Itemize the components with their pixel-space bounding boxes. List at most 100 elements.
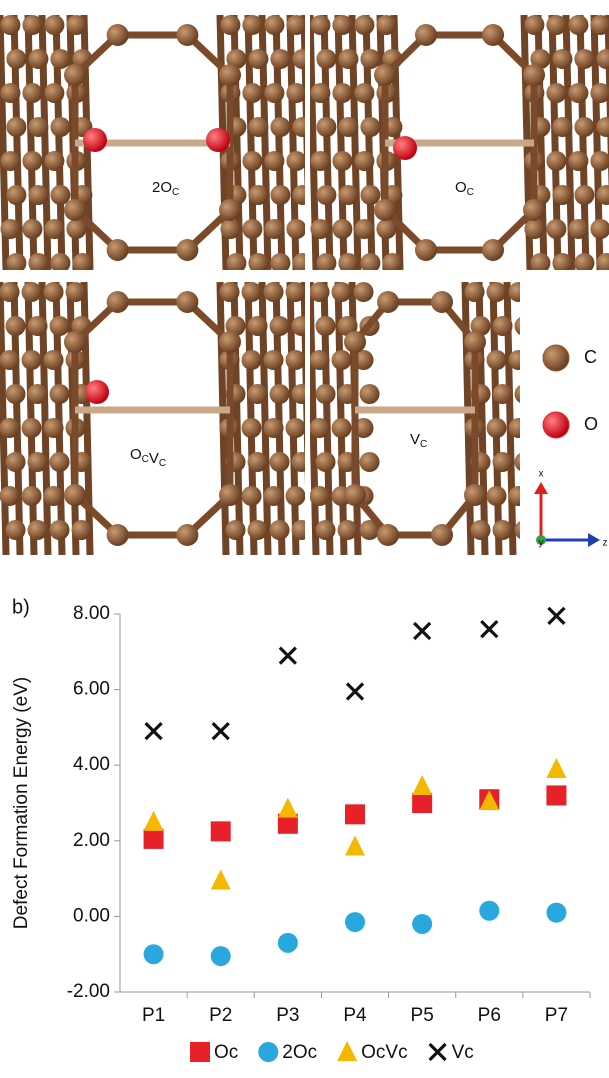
carbon-atom: [242, 83, 262, 103]
carbon-atom: [72, 253, 92, 273]
carbon-atom: [0, 15, 20, 35]
carbon-atom: [509, 418, 529, 438]
carbon-atom: [264, 486, 284, 506]
carbon-atom: [50, 452, 70, 472]
carbon-atom: [270, 316, 290, 336]
carbon-atom: [310, 418, 330, 438]
carbon-atom: [286, 83, 306, 103]
carbon-atom: [316, 253, 336, 273]
carbon-atom: [264, 219, 284, 239]
carbon-atom: [226, 520, 246, 540]
oxygen-atom: [206, 128, 230, 152]
carbon-atom: [465, 282, 485, 302]
carbon-atom: [28, 117, 48, 137]
carbon-atom: [292, 520, 312, 540]
carbon-atom: [270, 452, 290, 472]
marker-square: [345, 804, 365, 824]
carbon-atom: [50, 253, 70, 273]
legend-label: O: [584, 414, 598, 434]
carbon-atom: [493, 316, 513, 336]
marker-triangle: [337, 1041, 357, 1061]
structure-panel: [310, 15, 609, 273]
marker-triangle: [211, 869, 231, 889]
marker-circle: [278, 933, 298, 953]
carbon-atom: [22, 15, 42, 35]
legend-label: Vc: [452, 1042, 474, 1063]
label-sub: C: [159, 458, 166, 469]
carbon-atom: [552, 117, 572, 137]
carbon-atom: [0, 151, 20, 171]
marker-square: [144, 829, 164, 849]
carbon-atom: [270, 520, 290, 540]
carbon-atom: [552, 253, 572, 273]
marker-x: [347, 683, 363, 699]
carbon-atom: [28, 384, 48, 404]
carbon-atom: [270, 185, 290, 205]
carbon-atom: [374, 199, 396, 221]
carbon-atom: [286, 219, 306, 239]
carbon-atom: [310, 151, 330, 171]
carbon-atom: [493, 452, 513, 472]
carbon-atom: [107, 239, 129, 261]
carbon-atom: [248, 49, 268, 69]
carbon-atom: [316, 452, 336, 472]
carbon-atom: [431, 291, 453, 313]
carbon-atom: [6, 316, 26, 336]
legend-label: OcVc: [361, 1042, 407, 1063]
carbon-atom: [382, 253, 402, 273]
carbon-atom: [286, 350, 306, 370]
carbon-atom: [568, 83, 588, 103]
carbon-atom: [0, 418, 20, 438]
carbon-atom: [316, 117, 336, 137]
carbon-atom: [64, 199, 86, 221]
carbon-atom: [360, 117, 380, 137]
carbon-atom: [242, 418, 262, 438]
marker-circle: [144, 944, 164, 964]
carbon-atom: [354, 15, 374, 35]
carbon-atom: [44, 83, 64, 103]
carbon-atom: [338, 117, 358, 137]
carbon-atom: [219, 331, 241, 353]
axis-letter: y: [539, 538, 544, 549]
carbon-atom: [515, 520, 535, 540]
carbon-atom: [310, 15, 330, 35]
carbon-atom: [310, 282, 330, 302]
x-tick-label: P6: [478, 1005, 501, 1026]
carbon-atom: [0, 350, 20, 370]
carbon-atom: [546, 83, 566, 103]
carbon-atom: [64, 331, 86, 353]
carbon-atom: [270, 117, 290, 137]
carbon-atom: [523, 199, 545, 221]
marker-square: [412, 793, 432, 813]
carbon-atom: [509, 282, 529, 302]
marker-square: [190, 1042, 210, 1062]
carbon-atom: [107, 24, 129, 46]
carbon-atom: [50, 49, 70, 69]
carbon-atom: [574, 253, 594, 273]
carbon-atom: [316, 185, 336, 205]
carbon-atom: [0, 282, 20, 302]
y-tick-label: 4.00: [73, 754, 110, 775]
carbon-atom: [44, 15, 64, 35]
x-tick-label: P3: [276, 1005, 299, 1026]
marker-x: [280, 648, 296, 664]
carbon-atom: [22, 282, 42, 302]
carbon-atom: [286, 486, 306, 506]
carbon-atom: [338, 253, 358, 273]
carbon-atom: [66, 15, 86, 35]
marker-triangle: [345, 835, 365, 855]
carbon-atom: [6, 253, 26, 273]
carbon-atom: [374, 64, 396, 86]
carbon-atom: [28, 49, 48, 69]
carbon-atom: [338, 49, 358, 69]
marker-triangle: [546, 758, 566, 778]
oxygen-atom: [85, 380, 109, 404]
carbon-atom: [22, 486, 42, 506]
structure-panel: [0, 282, 312, 555]
carbon-atom: [515, 452, 535, 472]
carbon-atom: [546, 151, 566, 171]
marker-circle: [412, 914, 432, 934]
marker-square: [546, 785, 566, 805]
carbon-atom: [176, 524, 198, 546]
carbon-atom: [524, 15, 544, 35]
